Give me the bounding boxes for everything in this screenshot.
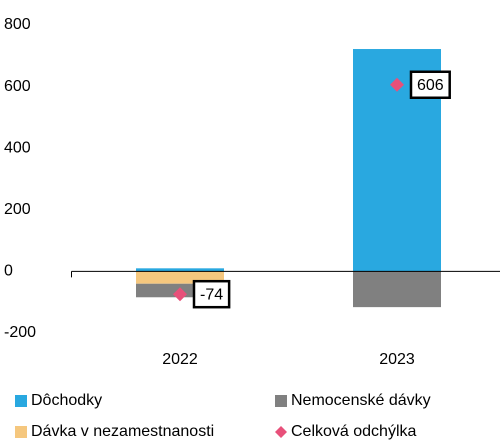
data-label: -74 — [200, 286, 223, 303]
legend-swatch — [15, 426, 27, 438]
y-tick-label: 800 — [4, 16, 31, 33]
data-label-box — [192, 279, 231, 309]
x-tick-label: 2023 — [379, 351, 415, 368]
x-tick-label: 2022 — [162, 351, 198, 368]
marker — [390, 77, 404, 92]
legend-label: Celková odchýlka — [291, 423, 417, 440]
bar-segment — [136, 268, 224, 272]
legend-marker — [275, 426, 287, 438]
y-tick-label: -200 — [4, 324, 36, 341]
marker — [173, 287, 187, 302]
data-label: 606 — [417, 77, 444, 94]
legend-label: Dávka v nezamestnanosti — [31, 423, 214, 440]
data-label-box — [409, 70, 451, 100]
y-tick-label: 0 — [4, 263, 13, 280]
legend-swatch — [275, 395, 287, 407]
legend-label: Dôchodky — [31, 392, 102, 409]
y-tick-label: 400 — [4, 139, 31, 156]
legend-swatch — [15, 395, 27, 407]
y-tick-label: 600 — [4, 78, 31, 95]
bar-segment — [353, 271, 441, 308]
legend-label: Nemocenské dávky — [291, 392, 431, 409]
y-tick-label: 200 — [4, 201, 31, 218]
